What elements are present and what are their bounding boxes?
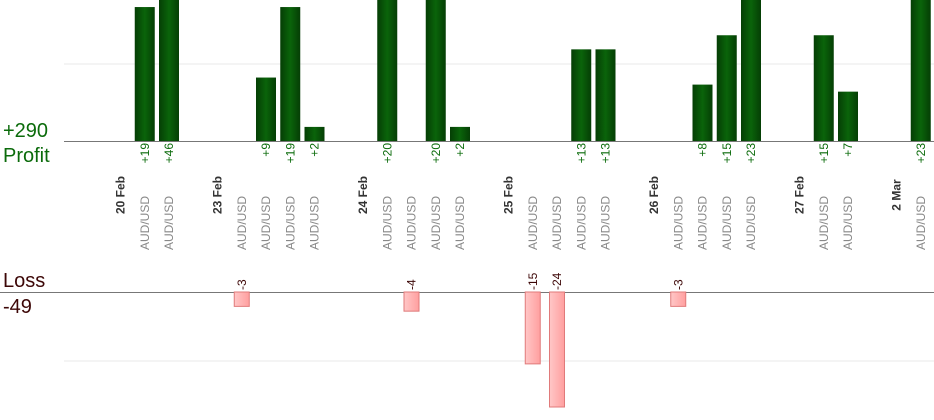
profit-bar: [595, 49, 616, 141]
profit-bar: [692, 84, 713, 141]
loss-label: Loss: [3, 270, 46, 292]
pair-label: AUD/USD: [914, 196, 928, 250]
profit-value-label: +2: [308, 143, 322, 157]
date-label: 24 Feb: [356, 176, 370, 214]
loss-value-label: -15: [526, 272, 540, 290]
profit-value-label: +20: [429, 143, 443, 164]
profit-bar: [838, 91, 858, 141]
pair-label: AUD/USD: [817, 196, 831, 250]
date-label: 2 Mar: [890, 179, 904, 211]
profit-bar: [280, 7, 301, 141]
profit-value-label: +8: [696, 143, 710, 157]
pair-label: AUD/USD: [671, 196, 685, 250]
profit-value-label: +13: [599, 143, 613, 164]
profit-label: Profit: [3, 145, 50, 167]
pair-label: AUD/USD: [308, 196, 322, 250]
profit-bar: [910, 0, 931, 141]
profit-bar: [304, 126, 325, 141]
profit-value-label: +23: [744, 143, 758, 164]
pair-label: AUD/USD: [453, 196, 467, 250]
pair-label: AUD/USD: [405, 196, 419, 250]
pair-label: AUD/USD: [162, 196, 176, 250]
profit-bar: [377, 0, 398, 141]
profit-value-label: +20: [380, 143, 394, 164]
pair-label: AUD/USD: [526, 196, 540, 250]
pair-label: AUD/USD: [283, 196, 297, 250]
profit-bar: [716, 35, 737, 141]
loss-bar: [549, 291, 565, 408]
profit-bar: [159, 0, 179, 141]
profit-value-label: +7: [841, 143, 855, 157]
profit-bar: [134, 7, 155, 141]
profit-bar: [256, 77, 276, 141]
profit-value-label: +15: [720, 143, 734, 164]
date-label: 26 Feb: [647, 176, 661, 214]
profit-value-label: +19: [138, 143, 152, 164]
pair-label: AUD/USD: [235, 196, 249, 250]
loss-total: -49: [3, 296, 32, 318]
date-label: 23 Feb: [211, 176, 225, 214]
profit-value-label: +19: [283, 143, 297, 164]
profit-value-label: +2: [453, 143, 467, 157]
profit-total: +290: [3, 120, 49, 142]
profit-value-label: +15: [817, 143, 831, 164]
date-label: 25 Feb: [502, 176, 516, 214]
profit-bar: [450, 126, 470, 141]
loss-bar: [670, 291, 687, 307]
profit-value-label: +23: [914, 143, 928, 164]
date-label: 20 Feb: [114, 176, 128, 214]
profit-value-label: +13: [574, 143, 588, 164]
pair-label: AUD/USD: [720, 196, 734, 250]
pair-label: AUD/USD: [696, 196, 710, 250]
pair-label: AUD/USD: [380, 196, 394, 250]
pair-label: AUD/USD: [429, 196, 443, 250]
loss-value-label: -4: [405, 279, 419, 290]
profit-bar: [813, 35, 834, 141]
profit-bar: [571, 49, 592, 141]
pair-label: AUD/USD: [550, 196, 564, 250]
loss-bar: [403, 291, 420, 312]
profit-bar: [425, 0, 446, 141]
profit-bar: [741, 0, 761, 141]
pair-label: AUD/USD: [599, 196, 613, 250]
loss-bar: [233, 291, 250, 307]
pair-label: AUD/USD: [841, 196, 855, 250]
loss-value-label: -24: [550, 272, 564, 290]
profit-value-label: +46: [162, 143, 176, 164]
loss-bar: [524, 291, 541, 365]
pair-label: AUD/USD: [744, 196, 758, 250]
profit-value-label: +9: [259, 143, 273, 157]
loss-value-label: -3: [235, 279, 249, 290]
pair-label: AUD/USD: [138, 196, 152, 250]
pair-label: AUD/USD: [259, 196, 273, 250]
loss-value-label: -3: [671, 279, 685, 290]
date-label: 27 Feb: [793, 176, 807, 214]
pair-label: AUD/USD: [574, 196, 588, 250]
